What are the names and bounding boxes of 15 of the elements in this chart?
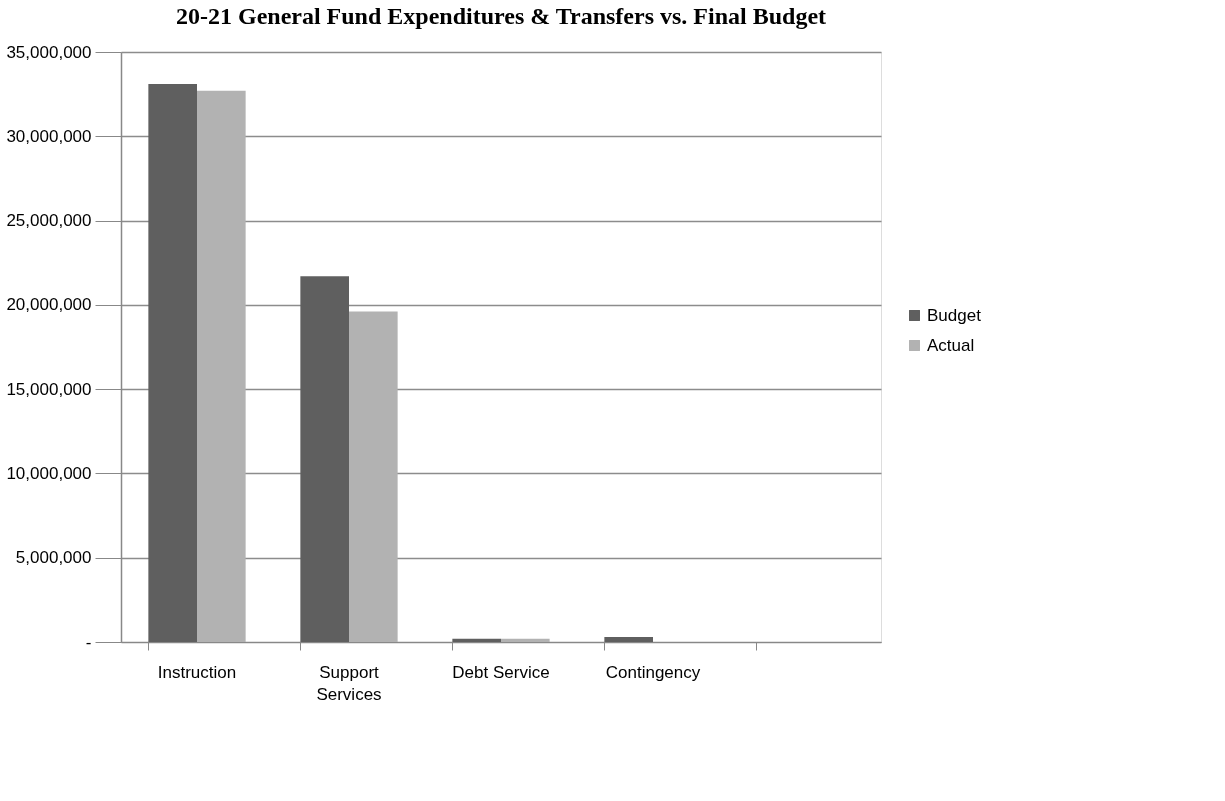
chart-title: 20-21 General Fund Expenditures & Transfers vs. Final Budget bbox=[175, 3, 827, 29]
y-tick-label: 35,000,000 bbox=[6, 42, 92, 62]
legend-label: Actual bbox=[927, 335, 975, 355]
y-tick-label: 30,000,000 bbox=[6, 126, 92, 146]
x-tick-label: Support Services bbox=[316, 662, 382, 704]
y-tick-label: 5,000,000 bbox=[15, 548, 92, 568]
y-tick-label: 15,000,000 bbox=[6, 379, 92, 399]
y-tick-label: 25,000,000 bbox=[6, 211, 92, 231]
y-tick-label: - bbox=[85, 632, 92, 652]
y-tick-label: 10,000,000 bbox=[6, 463, 92, 483]
y-tick-label: 20,000,000 bbox=[6, 295, 92, 315]
x-tick-label: Instruction bbox=[157, 662, 237, 682]
legend-label: Budget bbox=[927, 305, 982, 325]
x-tick-label: Debt Service bbox=[452, 662, 550, 682]
x-tick-label: Contingency bbox=[605, 662, 701, 682]
